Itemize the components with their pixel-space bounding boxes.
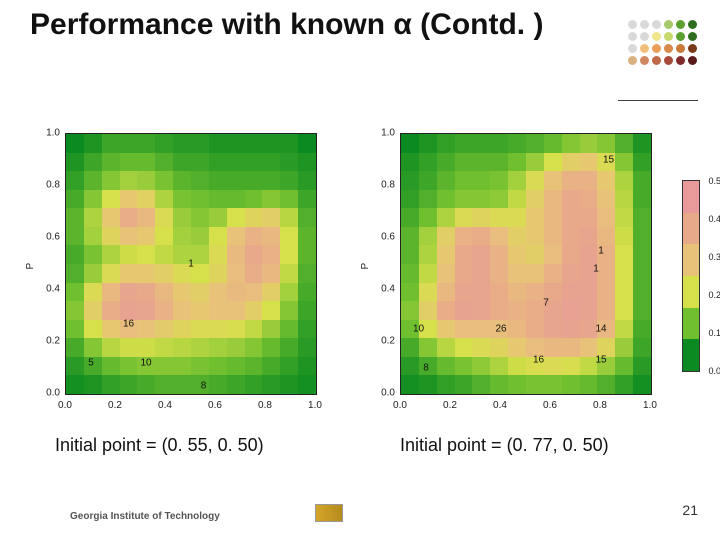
y-axis-label: P [25,263,36,270]
x-tick-label: 0.8 [593,400,607,411]
colorbar-tick: 0.2 [708,290,720,300]
y-tick-label: 0.0 [30,388,60,399]
y-tick-label: 0.8 [365,180,395,191]
right-plot-area: 1511726141016158 [400,133,652,395]
right-caption: Initial point = (0. 77, 0. 50) [400,435,609,456]
colorbar-tick: 0.3 [708,252,720,262]
x-tick-label: 0.4 [158,400,172,411]
y-axis-label: P [360,263,371,270]
colorbar-tick: 0.5 [708,176,720,186]
colorbar-tick: 0.0 [708,366,720,376]
x-tick-label: 0.0 [58,400,72,411]
y-tick-label: 0.6 [365,232,395,243]
x-tick-label: 0.4 [493,400,507,411]
y-tick-label: 0.8 [30,180,60,191]
left-plot-area: 1165108 [65,133,317,395]
y-tick-label: 0.2 [365,336,395,347]
y-tick-label: 0.0 [365,388,395,399]
left-caption: Initial point = (0. 55, 0. 50) [55,435,264,456]
y-tick-label: 0.2 [30,336,60,347]
left-contour-panel: P 1165108 0.0 0.2 0.4 0.6 0.8 1.0 0.0 0.2 0.4 0.6… [25,125,325,425]
decorative-dot-grid [626,18,698,66]
x-tick-label: 0.2 [443,400,457,411]
slide-title: Performance with known α (Contd. ) [30,8,570,43]
y-tick-label: 1.0 [30,128,60,139]
decorative-rule [618,100,698,101]
x-tick-label: 0.6 [543,400,557,411]
colorbar-tick: 0.4 [708,214,720,224]
y-tick-label: 0.6 [30,232,60,243]
colorbar-tick: 0.1 [708,328,720,338]
x-tick-label: 0.6 [208,400,222,411]
x-tick-label: 0.2 [108,400,122,411]
x-tick-label: 0.8 [258,400,272,411]
page-number: 21 [682,502,698,518]
colorbar: 0.00.10.20.30.40.5 [682,180,700,372]
logo-center [315,504,347,522]
logo-georgia-tech: Georgia Institute of Technology [70,511,220,522]
right-contour-panel: P 1511726141016158 0.0 0.2 0.4 0.6 0.8 1.0 0.0… [360,125,660,425]
y-tick-label: 0.4 [30,284,60,295]
x-tick-label: 1.0 [308,400,322,411]
x-tick-label: 1.0 [643,400,657,411]
y-tick-label: 0.4 [365,284,395,295]
y-tick-label: 1.0 [365,128,395,139]
slide: { "title": "Performance with known \u03b… [0,0,720,540]
x-tick-label: 0.0 [393,400,407,411]
